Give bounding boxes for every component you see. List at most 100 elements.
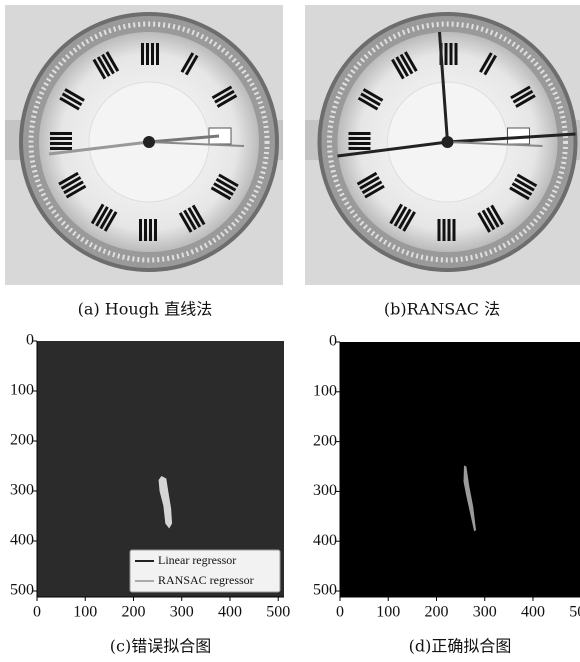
numeral-stroke bbox=[486, 207, 500, 228]
numeral bbox=[391, 51, 418, 80]
y-tick-label: 100 bbox=[313, 382, 337, 399]
numeral-stroke bbox=[178, 212, 193, 233]
caption: (c)错误拟合图 bbox=[110, 637, 211, 656]
numeral-stroke bbox=[348, 147, 371, 150]
numeral-stroke bbox=[447, 219, 451, 241]
x-tick-label: 100 bbox=[73, 604, 97, 621]
numeral-stroke bbox=[402, 211, 416, 232]
numeral-stroke bbox=[510, 85, 531, 100]
x-tick-label: 200 bbox=[121, 604, 145, 621]
numeral-stroke bbox=[477, 212, 491, 233]
photo-a bbox=[5, 5, 283, 285]
numeral bbox=[510, 85, 536, 108]
legend-label: RANSAC regressor bbox=[158, 573, 254, 587]
numeral bbox=[58, 171, 87, 199]
numeral-stroke bbox=[362, 88, 384, 102]
caption-b: (b)RANSAC 法 bbox=[384, 300, 500, 319]
plot: 0 100 200 300 400 500 0 100 200 300 400 500 (d)正确拟合图 bbox=[313, 333, 580, 656]
numeral-stroke bbox=[511, 182, 533, 196]
x-tick-label: 400 bbox=[218, 604, 242, 621]
x-tick-label: 400 bbox=[521, 604, 545, 621]
numeral-stroke bbox=[359, 176, 380, 190]
hand bbox=[48, 140, 150, 156]
numeral bbox=[357, 88, 384, 111]
numeral-stroke bbox=[60, 176, 82, 190]
numeral bbox=[348, 132, 371, 150]
numeral-stroke bbox=[356, 171, 378, 186]
x-tick-label: 0 bbox=[336, 604, 344, 621]
numeral-stroke bbox=[481, 209, 496, 231]
numeral-stroke bbox=[58, 171, 79, 186]
numeral-stroke bbox=[391, 58, 405, 80]
numeral-stroke bbox=[216, 94, 238, 108]
numeral-stroke bbox=[452, 219, 456, 241]
y-tick-label: 200 bbox=[10, 432, 34, 449]
numeral-stroke bbox=[151, 43, 154, 65]
numeral-stroke bbox=[348, 142, 371, 145]
numeral-stroke bbox=[149, 219, 152, 241]
numeral-stroke bbox=[50, 132, 72, 135]
y-tick-label: 0 bbox=[26, 332, 34, 349]
x-tick-label: 300 bbox=[170, 604, 194, 621]
numeral-stroke bbox=[50, 147, 72, 150]
y-tick-label: 200 bbox=[313, 432, 337, 449]
numeral-stroke bbox=[348, 137, 371, 140]
blob bbox=[158, 476, 173, 529]
numeral bbox=[139, 219, 157, 241]
numeral-stroke bbox=[187, 207, 202, 228]
numeral-stroke bbox=[95, 206, 109, 227]
caption-a: (a) Hough 直线法 bbox=[78, 300, 213, 319]
x-tick-label: 500 bbox=[569, 604, 580, 621]
numeral-stroke bbox=[180, 52, 195, 73]
bezel-inner bbox=[28, 21, 270, 263]
y-tick-label: 100 bbox=[10, 382, 34, 399]
numeral-stroke bbox=[437, 219, 441, 241]
numeral-stroke bbox=[105, 51, 120, 72]
numeral-stroke bbox=[490, 204, 504, 226]
numeral bbox=[59, 88, 85, 111]
numeral-stroke bbox=[191, 204, 206, 226]
numeral bbox=[477, 204, 504, 233]
numeral-stroke bbox=[398, 208, 412, 230]
numeral-stroke bbox=[154, 219, 157, 241]
numeral-stroke bbox=[99, 208, 114, 230]
numeral-stroke bbox=[516, 173, 538, 188]
numeral bbox=[92, 51, 120, 80]
numeral-stroke bbox=[404, 51, 418, 72]
numeral-stroke bbox=[357, 96, 379, 111]
y-tick-label: 300 bbox=[313, 482, 337, 499]
legend: Linear regressor RANSAC regressor bbox=[129, 549, 281, 593]
x-tick-label: 200 bbox=[424, 604, 448, 621]
y-tick-label: 300 bbox=[10, 482, 34, 499]
y-tick-label: 500 bbox=[10, 582, 34, 599]
numeral bbox=[211, 85, 238, 108]
numeral-stroke bbox=[96, 56, 111, 77]
photo-b bbox=[305, 5, 580, 285]
legend-label: Linear regressor bbox=[158, 553, 236, 567]
numeral-stroke bbox=[90, 203, 105, 225]
numeral-stroke bbox=[512, 89, 534, 104]
numeral-stroke bbox=[479, 52, 493, 73]
y-tick-label: 400 bbox=[313, 532, 337, 549]
numeral-stroke bbox=[101, 53, 115, 75]
numeral-stroke bbox=[399, 53, 414, 75]
numeral bbox=[178, 204, 206, 233]
y-tick-label: 400 bbox=[10, 532, 34, 549]
bezel-inner bbox=[327, 21, 568, 263]
numeral-stroke bbox=[59, 96, 80, 111]
numeral bbox=[437, 219, 456, 241]
numeral-stroke bbox=[213, 182, 234, 196]
numeral bbox=[356, 171, 385, 199]
numeral-stroke bbox=[211, 85, 233, 100]
hand bbox=[148, 134, 220, 144]
numeral bbox=[509, 173, 538, 201]
numeral bbox=[141, 43, 159, 65]
numeral bbox=[210, 173, 239, 201]
hand bbox=[447, 141, 543, 147]
numeral-stroke bbox=[514, 177, 535, 192]
numeral-stroke bbox=[515, 94, 536, 108]
numeral-stroke bbox=[103, 211, 118, 232]
numeral-stroke bbox=[184, 54, 199, 76]
numeral-stroke bbox=[393, 206, 408, 227]
